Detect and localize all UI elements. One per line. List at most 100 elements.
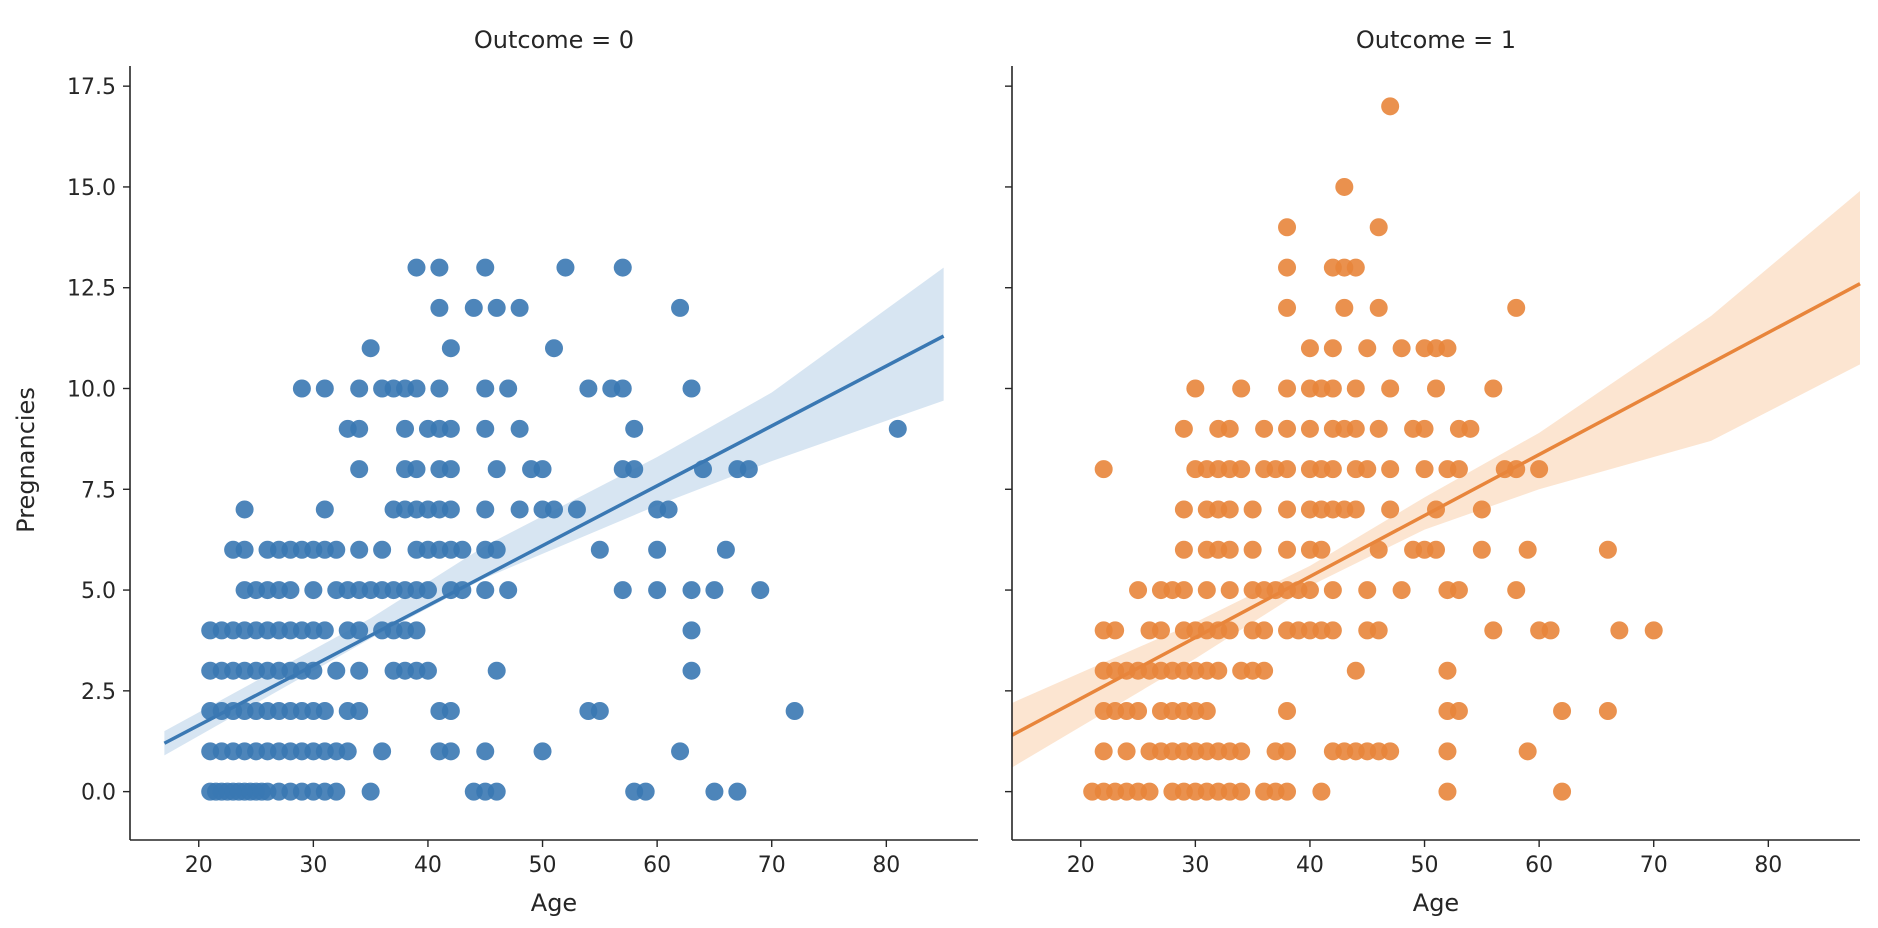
data-point bbox=[1484, 621, 1503, 640]
data-point bbox=[682, 379, 701, 398]
y-tick-label: 0.0 bbox=[81, 781, 116, 806]
data-point bbox=[1186, 379, 1205, 398]
data-point bbox=[1312, 782, 1331, 801]
data-point bbox=[407, 621, 426, 640]
y-tick-label: 17.5 bbox=[67, 75, 116, 100]
data-point bbox=[361, 339, 380, 358]
data-point bbox=[430, 258, 449, 277]
data-point bbox=[1369, 419, 1388, 438]
data-point bbox=[1346, 379, 1365, 398]
data-point bbox=[1278, 298, 1297, 317]
data-point bbox=[1106, 621, 1125, 640]
data-point bbox=[1278, 540, 1297, 559]
x-tick-label: 20 bbox=[1067, 853, 1095, 878]
x-tick-label: 80 bbox=[1754, 853, 1782, 878]
data-point bbox=[625, 460, 644, 479]
data-point bbox=[1312, 540, 1331, 559]
data-point bbox=[1507, 581, 1526, 600]
data-point bbox=[292, 379, 311, 398]
data-point bbox=[1358, 581, 1377, 600]
panel-1: Outcome = 1 20 30 40 50 60 70 80 Age bbox=[1005, 26, 1861, 917]
data-point bbox=[361, 782, 380, 801]
data-point bbox=[1323, 460, 1342, 479]
data-point bbox=[1346, 500, 1365, 519]
data-point bbox=[441, 500, 460, 519]
data-point bbox=[1323, 581, 1342, 600]
data-point bbox=[1174, 540, 1193, 559]
data-point bbox=[1415, 419, 1434, 438]
data-point bbox=[1232, 460, 1251, 479]
data-point bbox=[441, 460, 460, 479]
data-point bbox=[453, 540, 472, 559]
data-point bbox=[350, 419, 369, 438]
data-point bbox=[1598, 702, 1617, 720]
x-axis-label: Age bbox=[1413, 889, 1459, 917]
data-point bbox=[682, 621, 701, 640]
data-point bbox=[396, 419, 415, 438]
y-tick-label: 5.0 bbox=[81, 579, 116, 604]
data-point bbox=[739, 460, 758, 479]
data-point bbox=[1278, 218, 1297, 237]
data-point bbox=[613, 258, 632, 277]
data-point bbox=[441, 742, 460, 761]
data-point bbox=[1369, 218, 1388, 237]
x-tick-label: 40 bbox=[414, 853, 442, 878]
data-point bbox=[1438, 742, 1457, 761]
y-tick-label: 7.5 bbox=[81, 478, 116, 503]
data-point bbox=[418, 581, 437, 600]
data-point bbox=[1427, 379, 1445, 398]
data-point bbox=[682, 581, 701, 600]
data-point bbox=[441, 702, 460, 720]
data-point bbox=[1094, 742, 1113, 761]
data-point bbox=[487, 661, 506, 680]
data-point bbox=[1278, 742, 1297, 761]
x-tick-label: 30 bbox=[1181, 853, 1209, 878]
x-tick-label: 50 bbox=[529, 853, 557, 878]
data-point bbox=[487, 460, 506, 479]
data-point bbox=[1255, 621, 1274, 640]
data-point bbox=[1610, 621, 1629, 640]
data-point bbox=[705, 782, 724, 801]
data-point bbox=[350, 702, 369, 720]
data-point bbox=[1174, 581, 1193, 600]
data-point bbox=[1598, 540, 1617, 559]
panel-title: Outcome = 0 bbox=[474, 26, 634, 54]
data-point bbox=[430, 379, 449, 398]
data-point bbox=[476, 379, 495, 398]
data-point bbox=[1255, 419, 1274, 438]
data-point bbox=[1438, 339, 1457, 358]
data-point bbox=[1392, 581, 1411, 600]
data-point bbox=[613, 581, 632, 600]
data-point bbox=[1518, 742, 1537, 761]
data-point bbox=[1381, 460, 1400, 479]
data-point bbox=[545, 339, 563, 358]
y-axis-label: Pregnancies bbox=[12, 387, 40, 533]
data-point bbox=[533, 460, 552, 479]
data-point bbox=[1484, 379, 1503, 398]
data-point bbox=[1209, 661, 1228, 680]
data-point bbox=[648, 581, 667, 600]
data-point bbox=[315, 500, 334, 519]
data-point bbox=[281, 581, 300, 600]
data-point bbox=[315, 621, 334, 640]
data-point bbox=[1369, 621, 1388, 640]
data-point bbox=[327, 661, 346, 680]
data-point bbox=[1197, 702, 1216, 720]
data-point bbox=[1369, 540, 1388, 559]
data-point bbox=[476, 742, 495, 761]
data-point bbox=[1220, 621, 1239, 640]
data-point bbox=[1553, 702, 1572, 720]
x-tick-label: 60 bbox=[643, 853, 671, 878]
data-point bbox=[613, 379, 632, 398]
data-point bbox=[1427, 540, 1445, 559]
y-tick-label: 10.0 bbox=[67, 378, 116, 403]
data-point bbox=[1358, 460, 1377, 479]
data-point bbox=[1530, 460, 1549, 479]
data-point bbox=[533, 742, 552, 761]
x-tick-label: 50 bbox=[1411, 853, 1439, 878]
data-point bbox=[1094, 460, 1113, 479]
data-point bbox=[1381, 379, 1400, 398]
data-point bbox=[751, 581, 770, 600]
y-tick-label: 15.0 bbox=[67, 176, 116, 201]
data-point bbox=[1232, 379, 1251, 398]
